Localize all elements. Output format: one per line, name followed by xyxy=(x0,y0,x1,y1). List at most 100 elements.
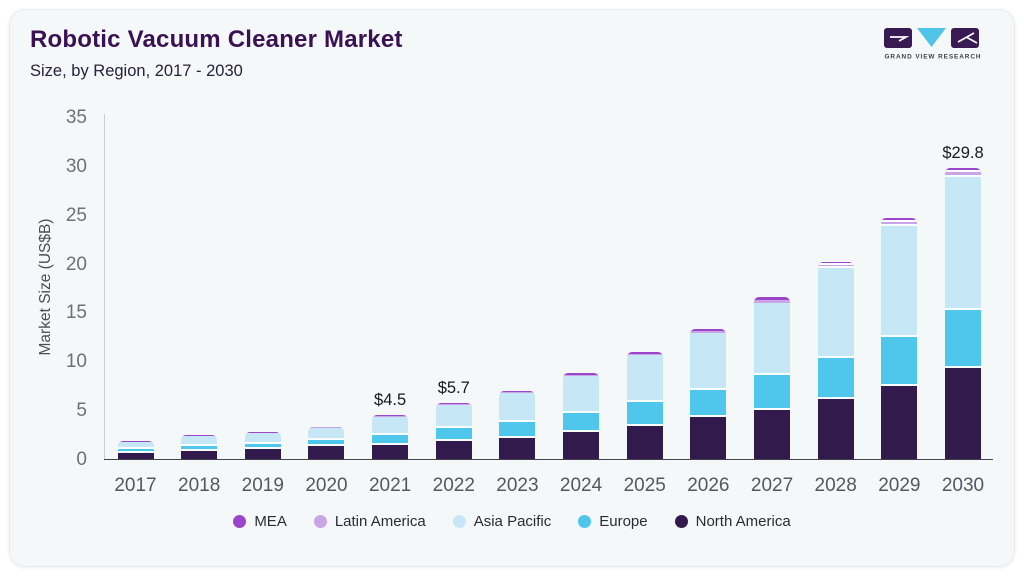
bar-segment-mea xyxy=(754,297,791,301)
x-tick-label-2022: 2022 xyxy=(432,475,475,496)
bar-segment-europe xyxy=(117,448,154,454)
bar-segment-mea xyxy=(881,218,918,223)
bar-segment-europe xyxy=(244,443,281,449)
bar-segment-asia-pacific xyxy=(117,441,154,449)
x-tick-label-2020: 2020 xyxy=(305,475,348,496)
gvr-logo-text: GRAND VIEW RESEARCH xyxy=(885,54,982,61)
bar-segment-asia-pacific xyxy=(690,333,727,390)
page-subtitle: Size, by Region, 2017 - 2030 xyxy=(30,62,243,80)
bar-segment-latin-america xyxy=(754,300,791,304)
legend-item-north-america: North America xyxy=(674,513,791,530)
y-tick-label-30: 30 xyxy=(65,155,87,177)
logo-g-glyph xyxy=(890,36,910,42)
bar-segment-europe xyxy=(181,445,218,451)
bar-segment-north-america xyxy=(244,448,281,459)
legend-item-mea: MEA xyxy=(233,513,287,530)
bar-segment-asia-pacific xyxy=(435,405,472,428)
legend-dot-icon xyxy=(313,515,327,528)
bar-segment-north-america xyxy=(881,385,918,459)
y-tick-label-10: 10 xyxy=(65,351,87,373)
bar-segment-europe xyxy=(881,336,918,386)
bar-segment-mea xyxy=(945,167,981,173)
bar-segment-north-america xyxy=(945,368,981,459)
bar-segment-latin-america xyxy=(881,222,918,227)
bar-segment-mea xyxy=(817,261,854,266)
bar-2030 xyxy=(945,167,981,459)
bar-segment-asia-pacific xyxy=(244,433,281,444)
bar-segment-asia-pacific xyxy=(626,355,663,403)
legend-dot-icon xyxy=(452,515,466,528)
bar-segment-latin-america xyxy=(435,404,472,406)
gvr-logo-mark: GRAND VIEW RESEARCH xyxy=(884,28,982,61)
legend-dot-icon xyxy=(578,515,592,528)
bar-segment-north-america xyxy=(435,441,472,459)
logo-v-triangle-icon xyxy=(917,28,946,47)
logo-g-block xyxy=(884,28,912,48)
logo-r-glyph xyxy=(957,32,978,44)
bar-2021 xyxy=(372,415,409,459)
bar-2024 xyxy=(563,373,600,459)
page-title: Robotic Vacuum Cleaner Market xyxy=(30,26,403,53)
bar-2017 xyxy=(117,441,154,459)
x-tick-label-2026: 2026 xyxy=(687,475,730,496)
x-tick-label-2017: 2017 xyxy=(114,475,157,496)
x-tick-label-2028: 2028 xyxy=(814,475,857,496)
bar-segment-europe xyxy=(308,439,345,447)
bar-segment-europe xyxy=(945,309,981,369)
bar-segment-europe xyxy=(817,358,854,400)
bar-segment-latin-america xyxy=(626,353,663,356)
bar-2028 xyxy=(817,261,854,459)
legend-item-asia-pacific: Asia Pacific xyxy=(452,513,552,530)
y-tick-label-25: 25 xyxy=(65,204,87,226)
bar-segment-north-america xyxy=(117,453,154,459)
bar-segment-asia-pacific xyxy=(308,427,345,440)
y-tick-label-35: 35 xyxy=(65,107,87,128)
x-tick-label-2024: 2024 xyxy=(559,475,603,496)
legend-label: North America xyxy=(695,513,791,530)
bar-segment-north-america xyxy=(626,425,663,459)
bar-segment-north-america xyxy=(563,431,600,459)
y-axis-title: Market Size (US$B) xyxy=(37,218,54,356)
legend-label: Europe xyxy=(599,513,648,530)
bar-segment-latin-america xyxy=(308,427,345,428)
x-tick-label-2019: 2019 xyxy=(241,475,284,496)
bar-segment-europe xyxy=(626,402,663,426)
bar-2018 xyxy=(181,435,218,459)
bar-segment-europe xyxy=(499,422,536,438)
legend-item-latin-america: Latin America xyxy=(313,513,426,530)
bar-segment-latin-america xyxy=(817,265,854,269)
legend-label: MEA xyxy=(254,513,287,530)
bar-segment-asia-pacific xyxy=(499,393,536,423)
y-axis-line xyxy=(103,114,105,460)
bar-2023 xyxy=(499,390,536,459)
bar-segment-latin-america xyxy=(372,416,409,418)
x-tick-label-2023: 2023 xyxy=(496,475,539,496)
bar-segment-north-america xyxy=(308,446,345,459)
bar-segment-latin-america xyxy=(945,172,981,178)
bar-segment-asia-pacific xyxy=(754,303,791,376)
bar-segment-asia-pacific xyxy=(181,436,218,446)
bar-segment-asia-pacific xyxy=(372,417,409,435)
bar-segment-north-america xyxy=(181,450,218,459)
bar-segment-europe xyxy=(563,413,600,432)
bar-segment-latin-america xyxy=(499,391,536,394)
value-label-2030: $29.8 xyxy=(942,143,984,162)
bar-segment-north-america xyxy=(372,445,409,459)
bar-2026 xyxy=(690,329,727,459)
bar-segment-europe xyxy=(435,427,472,442)
x-tick-label-2025: 2025 xyxy=(623,475,666,496)
bar-segment-mea xyxy=(372,415,409,417)
bar-segment-north-america xyxy=(817,399,854,459)
bar-segment-mea xyxy=(563,373,600,375)
bar-2022 xyxy=(435,403,472,459)
bar-segment-europe xyxy=(690,389,727,417)
bar-segment-mea xyxy=(499,390,536,392)
legend-dot-icon xyxy=(674,515,688,528)
legend-dot-icon xyxy=(233,515,247,528)
bar-2019 xyxy=(244,432,281,459)
bar-segment-north-america xyxy=(754,409,791,459)
bar-segment-asia-pacific xyxy=(881,226,918,337)
y-tick-label-15: 15 xyxy=(65,302,87,324)
legend-label: Asia Pacific xyxy=(473,513,552,530)
x-tick-label-2021: 2021 xyxy=(368,475,412,496)
